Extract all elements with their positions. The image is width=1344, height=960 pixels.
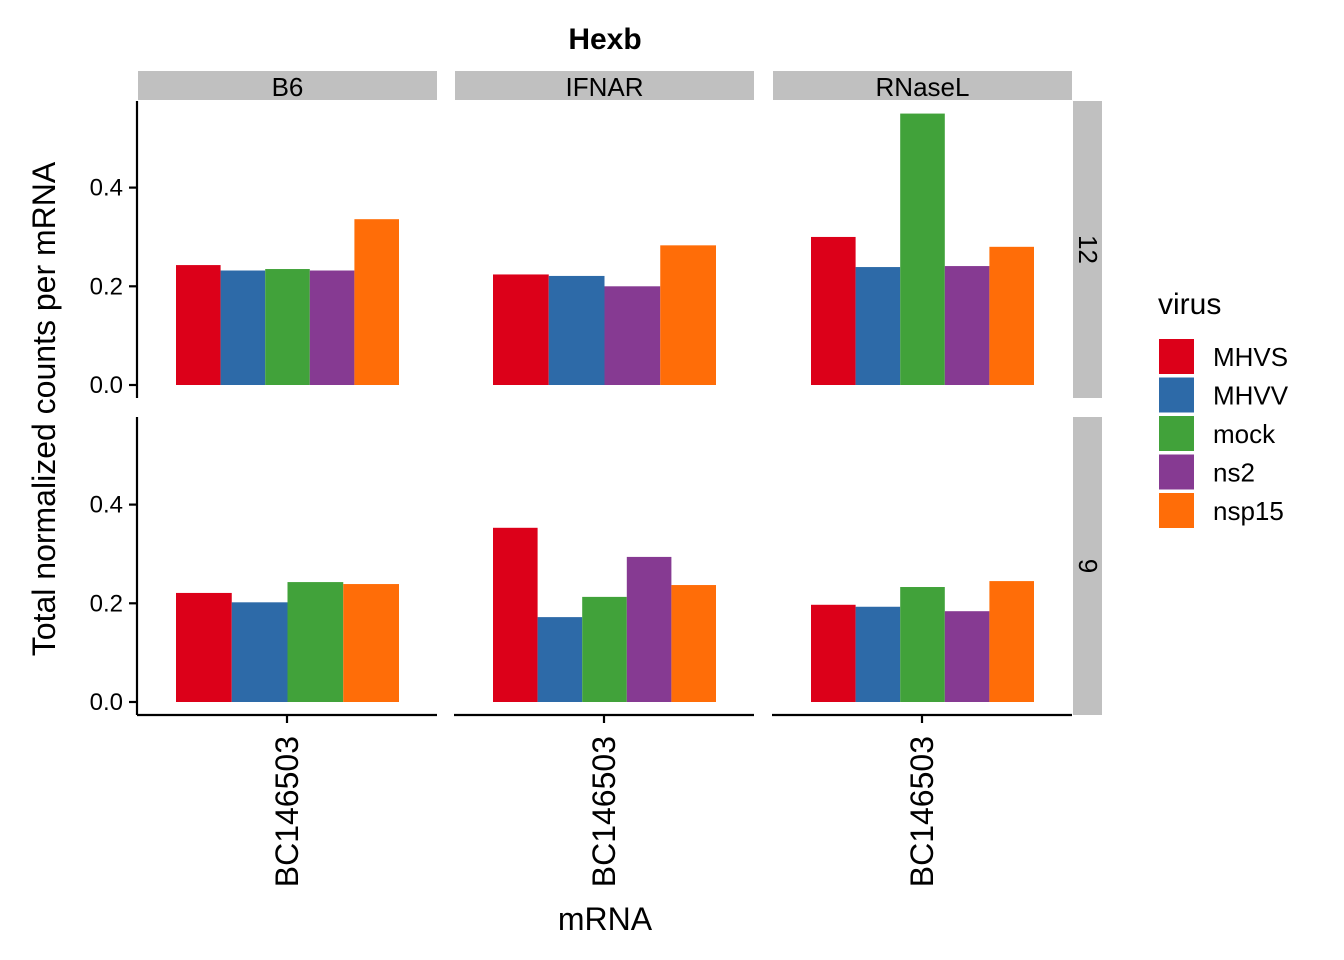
facet-strip-bg [138, 71, 437, 100]
bar-ns2 [309, 270, 355, 385]
bar-mhvs [176, 592, 232, 702]
bar-mhvv [548, 275, 605, 385]
facet-strip-bg [1073, 101, 1102, 398]
legend-item-mock: mock [1159, 416, 1276, 451]
bar-nsp15 [660, 245, 716, 385]
facet-strip-bg [773, 71, 1072, 100]
legend-label: mock [1213, 419, 1276, 449]
legend-label: MHVV [1213, 381, 1289, 411]
facet-strip-label: IFNAR [566, 72, 644, 102]
bar-mhvv [537, 617, 583, 702]
bar-nsp15 [671, 585, 716, 702]
panel-rnasel-9 [811, 581, 1034, 702]
bar-mhvs [176, 265, 221, 385]
legend-item-nsp15: nsp15 [1159, 493, 1284, 528]
facet-strip-bg [455, 71, 754, 100]
legend-title: virus [1158, 288, 1221, 321]
bar-nsp15 [354, 219, 399, 385]
bar-mhvv [855, 606, 901, 702]
bar-mhvs [493, 274, 549, 385]
bar-mhvs [811, 604, 856, 702]
y-tick-label: 0.2 [90, 590, 123, 617]
x-tick-label: BC146503 [586, 736, 622, 887]
facet-strip-label: 9 [1073, 559, 1103, 573]
y-tick-label: 0.0 [90, 372, 123, 399]
facet-strip-b6: B6 [138, 71, 437, 102]
legend: virus MHVS MHVV mock ns2 nsp15 [1158, 288, 1289, 528]
legend-label: nsp15 [1213, 496, 1284, 526]
panel-ifnar-12 [493, 245, 716, 385]
y-tick-label: 0.4 [90, 175, 123, 202]
legend-swatch [1159, 454, 1194, 490]
y-axis-row-12: 0.0 0.2 0.4 [90, 101, 139, 399]
bar-ns2 [944, 611, 990, 702]
bar-mhvv [231, 602, 288, 702]
bar-mock [900, 113, 945, 385]
x-axis-title: mRNA [558, 901, 653, 937]
facet-strip-label: 12 [1073, 235, 1103, 264]
facet-strip-rnasel: RNaseL [773, 71, 1072, 102]
y-tick-label: 0.4 [90, 492, 123, 519]
facet-strip-row-12: 12 [1073, 101, 1103, 398]
y-axis-title: Total normalized counts per mRNA [26, 161, 62, 656]
facet-strip-label: RNaseL [876, 72, 970, 102]
bar-nsp15 [989, 246, 1034, 385]
bar-mock [900, 587, 945, 702]
x-tick-label: BC146503 [269, 736, 305, 887]
y-axis-row-9: 0.0 0.2 0.4 [90, 417, 139, 716]
y-tick-label: 0.2 [90, 273, 123, 300]
facet-strip-ifnar: IFNAR [455, 71, 754, 102]
bar-mock [582, 596, 627, 702]
legend-swatch [1159, 416, 1194, 451]
legend-swatch [1159, 377, 1194, 413]
facet-strip-row-9: 9 [1073, 417, 1103, 715]
bar-ns2 [604, 286, 661, 385]
x-tick-label: BC146503 [904, 736, 940, 887]
panel-b6-12 [176, 219, 399, 385]
bar-mhvs [493, 527, 538, 702]
bar-nsp15 [343, 584, 399, 702]
legend-item-mhvv: MHVV [1159, 377, 1289, 413]
panel-rnasel-12 [811, 113, 1034, 385]
bar-mhvv [220, 270, 266, 385]
chart-title: Hexb [568, 23, 641, 56]
bar-mock [287, 582, 344, 702]
legend-swatch [1159, 493, 1194, 528]
legend-swatch [1159, 339, 1194, 374]
x-axis-ifnar: BC146503 [454, 713, 754, 887]
y-tick-label: 0.0 [90, 689, 123, 716]
bar-ns2 [626, 556, 672, 702]
bar-nsp15 [989, 581, 1034, 702]
facet-strip-bg [1073, 417, 1102, 715]
panel-b6-9 [176, 582, 399, 702]
facet-strip-label: B6 [272, 72, 304, 102]
legend-item-ns2: ns2 [1159, 454, 1255, 490]
legend-label: MHVS [1213, 342, 1288, 372]
bar-mhvs [811, 236, 856, 385]
x-axis-b6: BC146503 [137, 713, 437, 887]
legend-item-mhvs: MHVS [1159, 339, 1288, 374]
bar-mhvv [855, 267, 901, 385]
panel-ifnar-9 [493, 527, 716, 702]
legend-label: ns2 [1213, 458, 1255, 488]
x-axis-rnasel: BC146503 [772, 713, 1072, 887]
bar-mock [265, 269, 310, 385]
bar-ns2 [944, 266, 990, 385]
